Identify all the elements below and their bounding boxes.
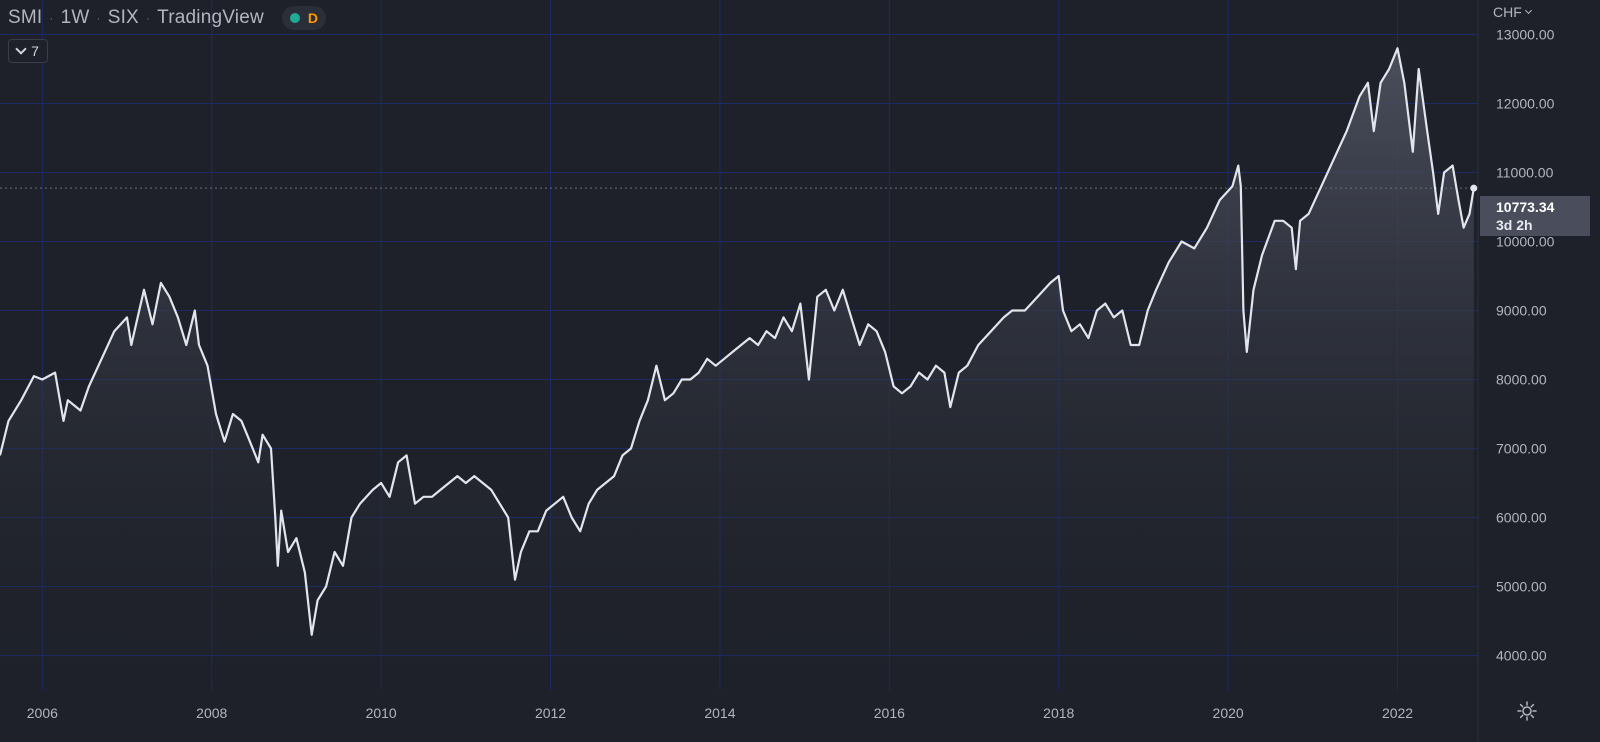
x-tick-label: 2018 [1043, 705, 1074, 721]
y-tick-label: 8000.00 [1496, 372, 1547, 388]
x-tick-label: 2008 [196, 705, 227, 721]
time-axis[interactable]: 2006 2008 2010 2012 2014 2016 2018 2020 2022 [27, 705, 1414, 721]
bar-countdown: 3d 2h [1496, 217, 1533, 233]
separator-dot: · [96, 11, 101, 25]
x-tick-label: 2010 [366, 705, 397, 721]
chevron-down-icon [1524, 6, 1532, 15]
data-status-badge: D [307, 10, 319, 26]
y-tick-label: 12000.00 [1496, 96, 1555, 112]
currency-selector[interactable]: CHF [1493, 4, 1532, 20]
indicator-count: 7 [31, 43, 39, 59]
x-tick-label: 2012 [535, 705, 566, 721]
y-tick-label: 5000.00 [1496, 579, 1547, 595]
settings-gear-icon[interactable] [1516, 700, 1538, 722]
symbol-header[interactable]: SMI · 1W · SIX · TradingView D [8, 6, 327, 30]
currency-label: CHF [1493, 4, 1522, 20]
x-tick-label: 2014 [704, 705, 735, 721]
last-price-dot [1470, 184, 1478, 192]
y-tick-label: 10000.00 [1496, 234, 1555, 250]
last-price-value: 10773.34 [1496, 199, 1555, 215]
market-open-dot-icon [289, 13, 300, 23]
source-label: TradingView [157, 7, 264, 28]
exchange-label: SIX [107, 7, 139, 28]
x-tick-label: 2022 [1382, 705, 1413, 721]
x-tick-label: 2006 [27, 705, 58, 721]
y-tick-label: 9000.00 [1496, 303, 1547, 319]
symbol-name[interactable]: SMI [8, 7, 43, 28]
separator-dot: · [145, 11, 151, 25]
y-tick-label: 11000.00 [1496, 165, 1554, 181]
price-area-fill [0, 48, 1474, 691]
separator-dot: · [49, 11, 54, 25]
y-tick-label: 13000.00 [1496, 27, 1555, 43]
indicators-collapse-button[interactable]: 7 [8, 39, 48, 63]
last-price-label: 10773.34 3d 2h [1480, 196, 1590, 236]
price-line [0, 47, 1475, 636]
y-tick-label: 4000.00 [1496, 648, 1547, 664]
y-tick-label: 6000.00 [1496, 510, 1547, 526]
interval-label[interactable]: 1W [60, 7, 90, 28]
chevron-down-icon [15, 43, 27, 55]
price-axis[interactable]: 13000.00 12000.00 11000.00 10000.00 9000.00 8… [1477, 0, 1555, 742]
x-tick-label: 2020 [1213, 705, 1244, 721]
market-status-pill[interactable]: D [281, 6, 327, 30]
x-tick-label: 2016 [874, 705, 905, 721]
y-tick-label: 7000.00 [1496, 441, 1547, 457]
